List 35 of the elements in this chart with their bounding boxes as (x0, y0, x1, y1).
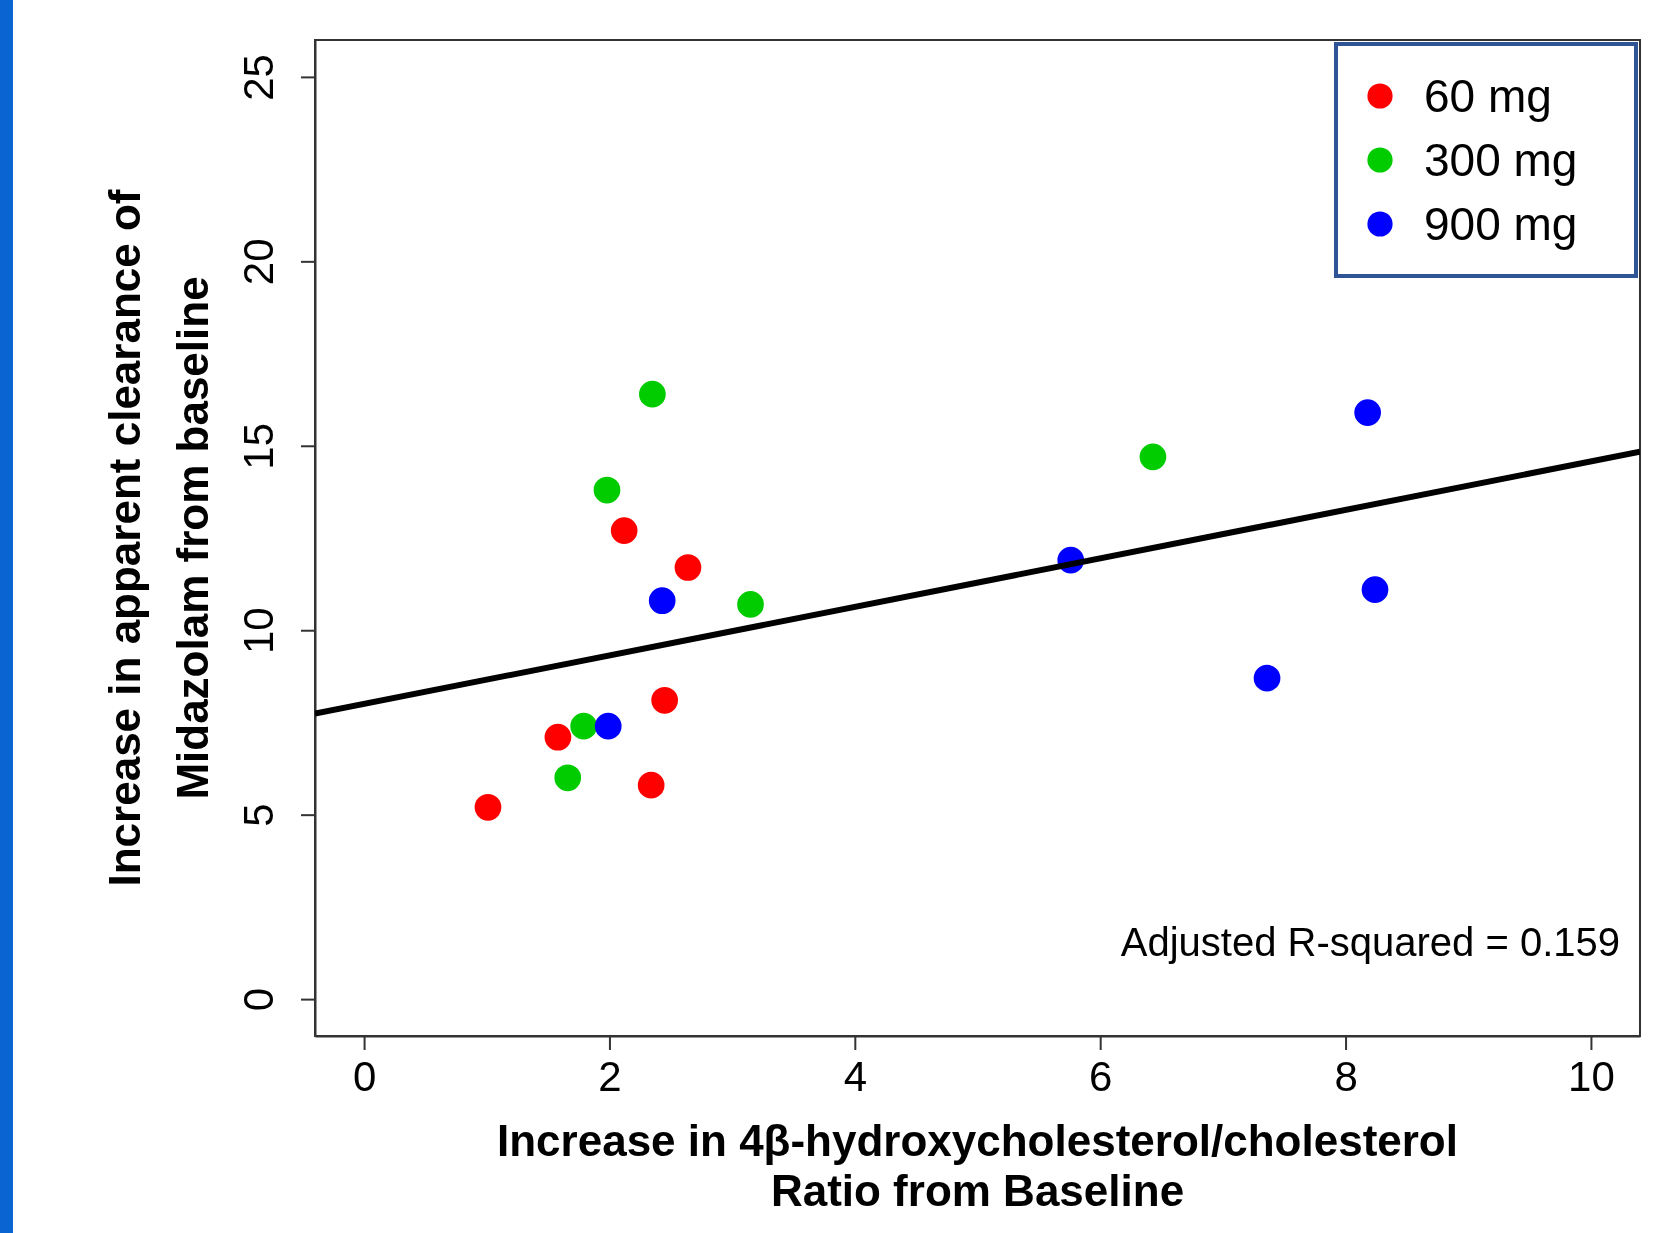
point (674, 554, 702, 581)
point (648, 587, 676, 615)
point (639, 380, 666, 408)
x-axis-title: Increase in 4β-hydroxycholesterol/cholesterol Ratio from Baseline (497, 1116, 1458, 1215)
point (1354, 399, 1381, 426)
x-tick-label: 4 (843, 1052, 867, 1100)
x-tick-label: 2 (598, 1052, 622, 1100)
y-tick-label: 20 (235, 238, 282, 286)
legend-label: 300 mg (1424, 134, 1578, 187)
y-tick-label: 25 (235, 54, 282, 101)
y-axis-title: Increase in apparent clearance of Midazolam from baseline (100, 189, 217, 887)
point (474, 793, 502, 821)
y-tick-label: 5 (235, 803, 282, 827)
point (594, 712, 622, 740)
y-tick-label: 10 (235, 607, 282, 655)
y-tick-label: 0 (235, 987, 282, 1012)
x-tick-label: 6 (1089, 1052, 1113, 1100)
y-tick-label: 15 (235, 422, 282, 470)
point (1361, 576, 1389, 603)
point (651, 686, 678, 714)
point (554, 764, 582, 792)
annotation: Adjusted R-squared = 0.159 (1120, 920, 1620, 964)
point (737, 591, 764, 618)
legend-label: 60 mg (1424, 70, 1552, 123)
legend-label: 900 mg (1424, 198, 1578, 251)
x-tick-label: 10 (1568, 1052, 1615, 1100)
point (570, 712, 598, 740)
point (610, 517, 638, 544)
point (1139, 443, 1167, 471)
x-tick-label: 0 (352, 1052, 377, 1100)
point (544, 723, 572, 751)
point (593, 476, 621, 504)
point (637, 771, 665, 799)
x-tick-label: 8 (1334, 1052, 1358, 1100)
point (1253, 664, 1281, 692)
